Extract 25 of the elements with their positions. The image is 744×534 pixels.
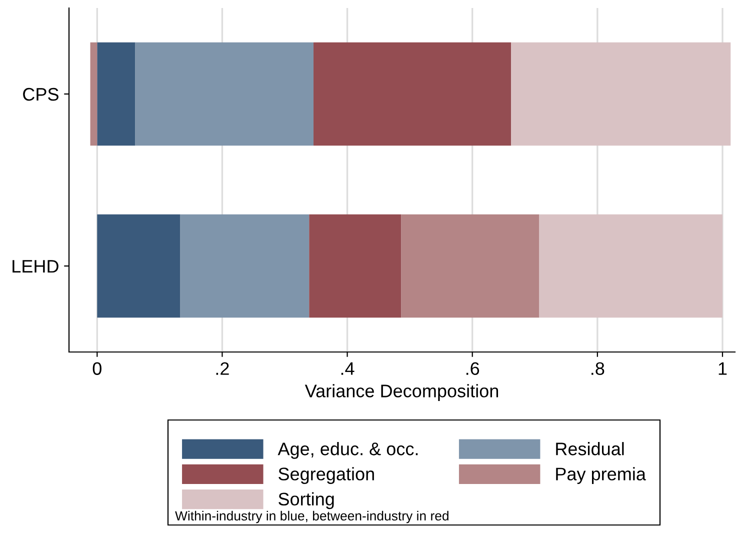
legend-label: Segregation (278, 467, 374, 484)
bar (309, 214, 402, 318)
x-axis-title: Variance Decomposition (304, 384, 498, 401)
legend-label: Age, educ. & occ. (278, 442, 418, 459)
bar (401, 214, 540, 318)
bar (90, 42, 98, 146)
y-tick-label: LEHD (12, 260, 58, 273)
bar (314, 42, 512, 146)
bar (539, 214, 722, 318)
bar (180, 214, 310, 318)
legend-label: Residual (556, 442, 624, 456)
x-tick-label: .2 (216, 362, 229, 375)
legend-label: Pay premia (556, 467, 646, 484)
text: Within-industry in blue, between-industry in red (175, 510, 448, 524)
x-tick-label: 0 (92, 362, 102, 375)
x-tick-label: .4 (341, 362, 354, 375)
x-tick-label: .8 (592, 362, 604, 375)
bar (511, 42, 731, 146)
bar (97, 214, 180, 318)
y-tick-label: CPS (23, 88, 58, 101)
legend-label: Sorting (278, 492, 334, 510)
x-tick-label: .6 (466, 362, 480, 375)
bar (97, 42, 136, 146)
bar (135, 42, 314, 146)
x-tick-label: 1 (718, 362, 727, 375)
